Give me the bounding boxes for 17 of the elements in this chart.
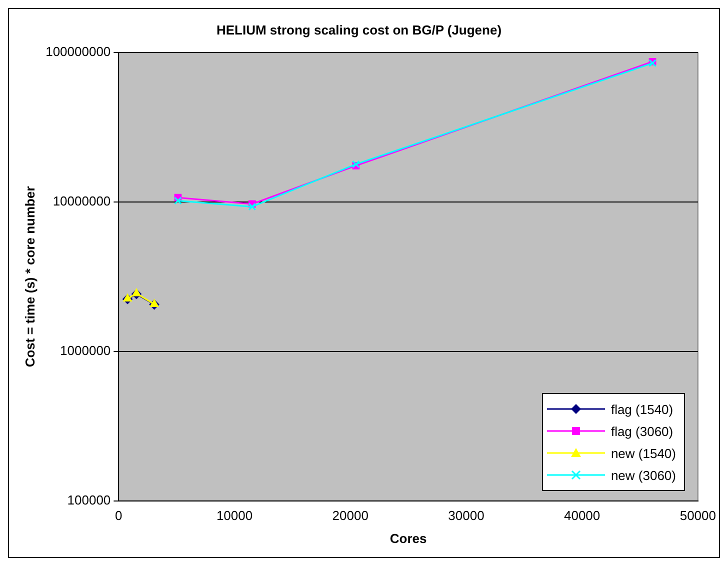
legend-label: flag (1540)	[610, 402, 674, 416]
y-tick-label: 100000000	[46, 44, 111, 60]
y-tick-label: 1000000	[60, 342, 111, 358]
legend-label: new (1540)	[610, 446, 676, 460]
y-axis-title: Cost = time (s) * core number	[22, 186, 38, 368]
y-tick-label: 100000	[67, 492, 111, 508]
x-tick-label: 0	[115, 508, 122, 524]
chart-title: HELIUM strong scaling cost on BG/P (Jugene)	[216, 22, 502, 38]
legend-label: flag (3060)	[610, 424, 674, 438]
x-tick-label: 10000	[216, 508, 253, 524]
legend-label: new (3060)	[610, 468, 676, 482]
x-tick-label: 30000	[448, 508, 484, 524]
x-tick-label: 50000	[680, 508, 716, 524]
y-tick-label: 10000000	[52, 194, 111, 209]
x-tick-label: 40000	[564, 508, 600, 524]
x-tick-label: 20000	[332, 508, 368, 524]
x-axis-title: Cores	[390, 530, 427, 546]
